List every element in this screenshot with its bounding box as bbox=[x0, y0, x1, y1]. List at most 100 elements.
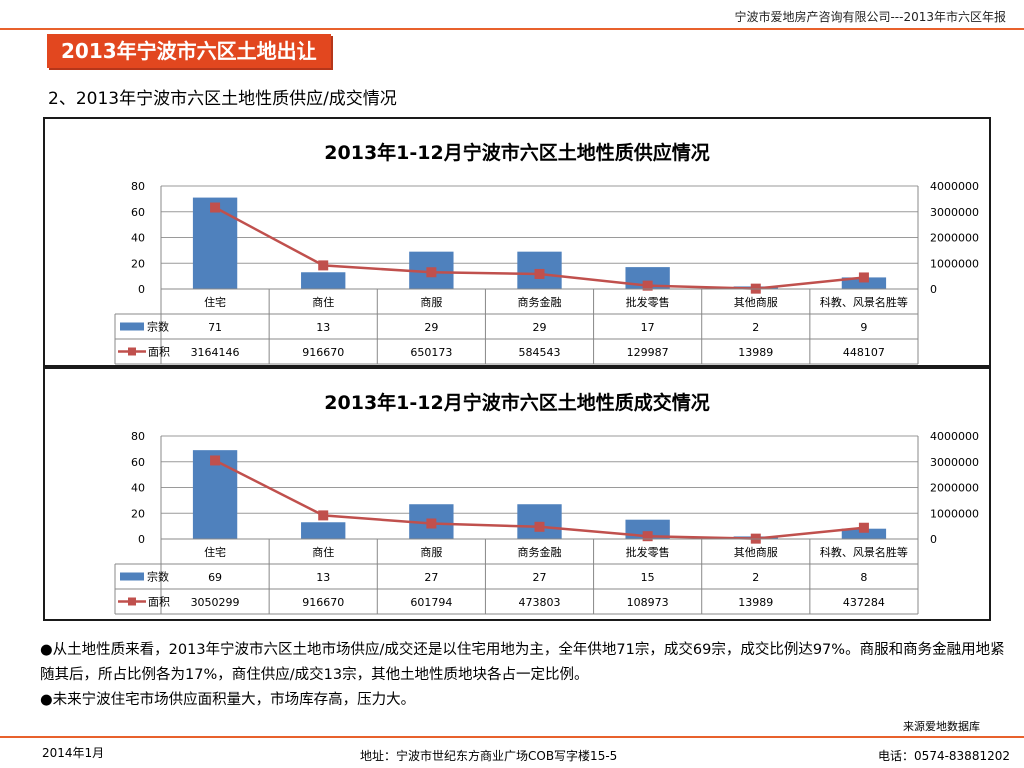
count-value: 69 bbox=[208, 571, 222, 584]
bar bbox=[301, 272, 346, 289]
legend-label: 宗数 bbox=[147, 320, 169, 334]
count-value: 71 bbox=[208, 321, 222, 334]
category-label: 其他商服 bbox=[734, 295, 778, 309]
top-divider bbox=[0, 28, 1024, 30]
area-marker bbox=[858, 522, 869, 533]
y2-tick-label: 3000000 bbox=[930, 456, 979, 469]
legend-label: 宗数 bbox=[147, 570, 169, 584]
y-tick-label: 20 bbox=[131, 257, 145, 270]
area-value: 650173 bbox=[410, 346, 452, 359]
area-value: 473803 bbox=[519, 596, 561, 609]
count-value: 17 bbox=[641, 321, 655, 334]
area-value: 108973 bbox=[627, 596, 669, 609]
area-value: 916670 bbox=[302, 346, 344, 359]
area-value: 3164146 bbox=[191, 346, 240, 359]
category-label: 住宅 bbox=[204, 545, 226, 559]
category-label: 住宅 bbox=[204, 295, 226, 309]
area-marker bbox=[858, 272, 869, 283]
y-tick-label: 40 bbox=[131, 482, 145, 495]
category-label: 商务金融 bbox=[518, 545, 562, 559]
area-value: 584543 bbox=[519, 346, 561, 359]
company-header: 宁波市爱地房产咨询有限公司---2013年市六区年报 bbox=[734, 10, 1006, 24]
bar bbox=[841, 528, 887, 539]
area-marker bbox=[534, 268, 545, 279]
y2-tick-label: 4000000 bbox=[930, 180, 979, 193]
category-label: 批发零售 bbox=[626, 295, 670, 309]
count-value: 29 bbox=[533, 321, 547, 334]
y-tick-label: 40 bbox=[131, 232, 145, 245]
footer-phone: 电话：0574-83881202 bbox=[878, 749, 1010, 763]
y-tick-label: 60 bbox=[131, 456, 145, 469]
area-marker bbox=[642, 280, 653, 291]
bar bbox=[301, 522, 346, 539]
y2-tick-label: 1000000 bbox=[930, 507, 979, 520]
category-label: 科教、风景名胜等 bbox=[820, 545, 908, 559]
legend-label: 面积 bbox=[148, 346, 170, 359]
area-value: 13989 bbox=[738, 346, 773, 359]
count-value: 27 bbox=[533, 571, 547, 584]
count-value: 2 bbox=[752, 321, 759, 334]
legend-key-bar bbox=[120, 322, 144, 331]
y2-tick-label: 0 bbox=[930, 283, 937, 296]
chart-title: 2013年1-12月宁波市六区土地性质成交情况 bbox=[324, 391, 709, 414]
data-source: 来源爱地数据库 bbox=[903, 720, 980, 733]
category-label: 批发零售 bbox=[626, 545, 670, 559]
category-label: 商住 bbox=[312, 295, 334, 309]
category-label: 科教、风景名胜等 bbox=[820, 295, 908, 309]
transaction-chart-panel: 2013年1-12月宁波市六区土地性质成交情况 80 4000000 60 300000… bbox=[43, 367, 991, 621]
y-tick-label: 80 bbox=[131, 180, 145, 193]
page-title: 2013年宁波市六区土地出让 bbox=[47, 34, 331, 68]
category-label: 商服 bbox=[420, 295, 442, 309]
bottom-divider bbox=[0, 736, 1024, 738]
area-marker bbox=[642, 531, 653, 542]
area-value: 916670 bbox=[302, 596, 344, 609]
legend-key-marker bbox=[128, 597, 136, 606]
area-value: 448107 bbox=[843, 346, 885, 359]
count-value: 15 bbox=[641, 571, 655, 584]
area-marker bbox=[426, 267, 437, 278]
area-value: 601794 bbox=[410, 596, 452, 609]
area-value: 13989 bbox=[738, 596, 773, 609]
supply-chart-panel: 2013年1-12月宁波市六区土地性质供应情况 80 4000000 60 300000… bbox=[43, 117, 991, 367]
section-subtitle: 2、2013年宁波市六区土地性质供应/成交情况 bbox=[48, 89, 397, 109]
count-value: 27 bbox=[424, 571, 438, 584]
count-value: 29 bbox=[424, 321, 438, 334]
area-value: 3050299 bbox=[191, 596, 240, 609]
category-label: 商住 bbox=[312, 545, 334, 559]
legend-key-marker bbox=[128, 347, 136, 356]
y2-tick-label: 4000000 bbox=[930, 430, 979, 443]
note-2: ●未来宁波住宅市场供应面积量大，市场库存高，压力大。 bbox=[40, 692, 416, 708]
count-value: 13 bbox=[316, 321, 330, 334]
area-marker bbox=[534, 521, 545, 532]
bar bbox=[517, 504, 562, 539]
footer-address: 地址：宁波市世纪东方商业广场COB写字楼15-5 bbox=[360, 749, 618, 763]
note-1: ●从土地性质来看，2013年宁波市六区土地市场供应/成交还是以住宅用地为主，全年… bbox=[40, 642, 1005, 683]
y-tick-label: 0 bbox=[138, 533, 145, 546]
y-tick-label: 20 bbox=[131, 507, 145, 520]
area-marker bbox=[318, 260, 329, 271]
bar bbox=[192, 197, 238, 289]
count-value: 9 bbox=[860, 321, 867, 334]
y2-tick-label: 1000000 bbox=[930, 257, 979, 270]
area-marker bbox=[318, 510, 329, 521]
y-tick-label: 60 bbox=[131, 206, 145, 219]
area-value: 437284 bbox=[843, 596, 885, 609]
bar bbox=[841, 277, 887, 289]
category-label: 商服 bbox=[420, 545, 442, 559]
y2-tick-label: 3000000 bbox=[930, 206, 979, 219]
y-tick-label: 80 bbox=[131, 430, 145, 443]
y-tick-label: 0 bbox=[138, 283, 145, 296]
legend-label: 面积 bbox=[148, 596, 170, 609]
count-value: 2 bbox=[752, 571, 759, 584]
count-value: 13 bbox=[316, 571, 330, 584]
area-marker bbox=[210, 202, 221, 213]
legend-key-bar bbox=[120, 572, 144, 581]
area-marker bbox=[426, 518, 437, 529]
y2-tick-label: 2000000 bbox=[930, 232, 979, 245]
chart-title: 2013年1-12月宁波市六区土地性质供应情况 bbox=[324, 141, 709, 164]
area-marker bbox=[210, 455, 221, 466]
y2-tick-label: 0 bbox=[930, 533, 937, 546]
area-value: 129987 bbox=[627, 346, 669, 359]
category-label: 商务金融 bbox=[518, 295, 562, 309]
supply-chart: 2013年1-12月宁波市六区土地性质供应情况 80 4000000 60 300000… bbox=[114, 141, 979, 365]
